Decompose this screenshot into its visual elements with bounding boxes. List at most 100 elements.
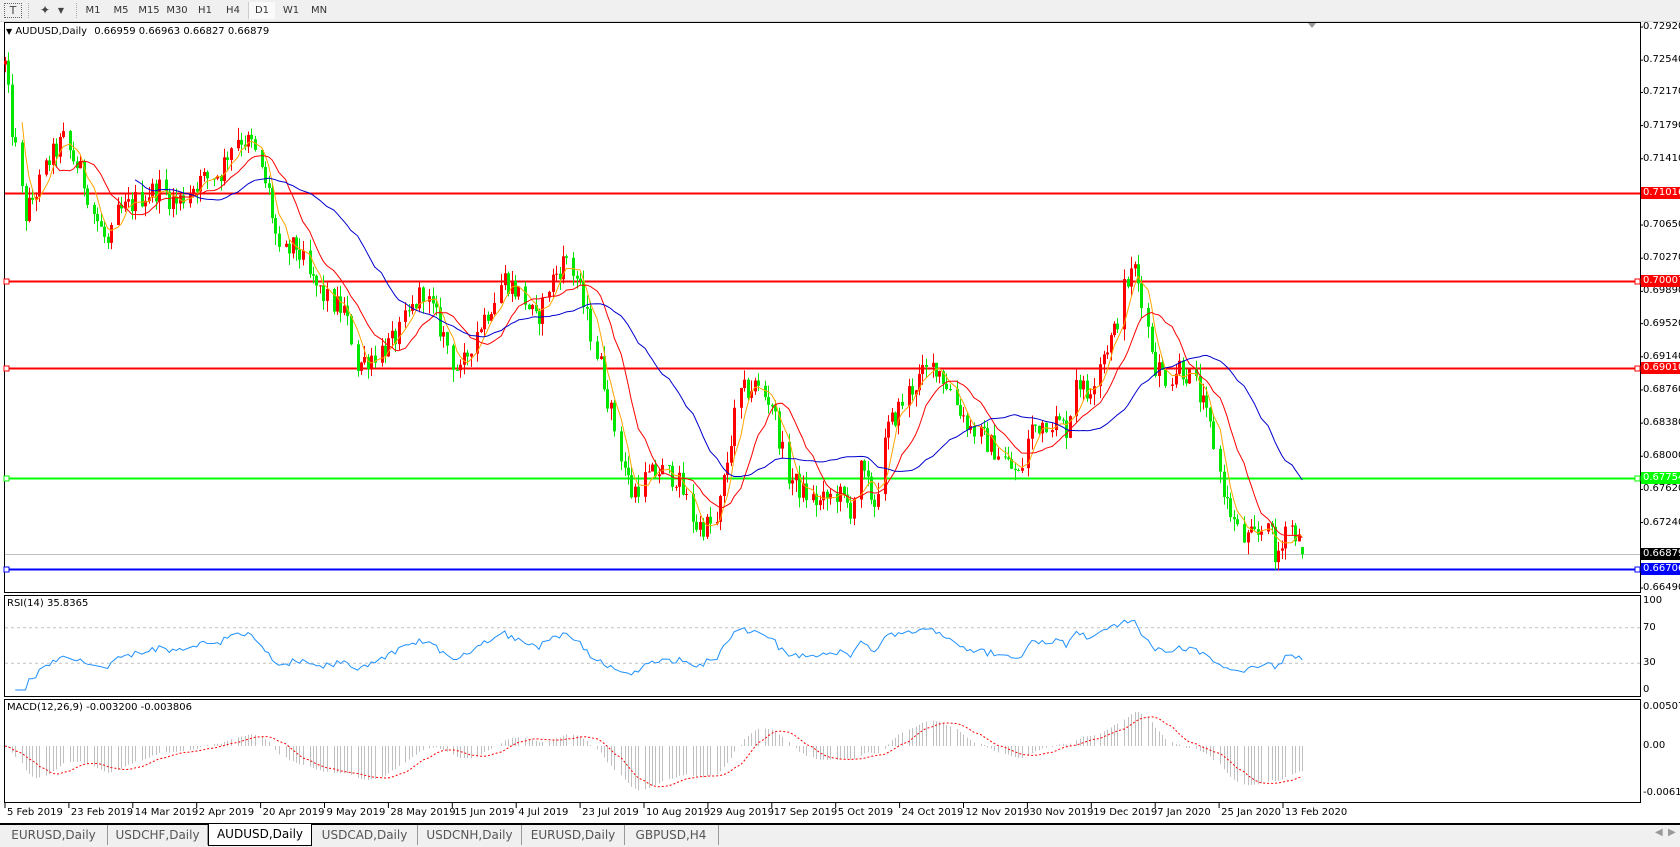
candle-body [1219, 448, 1222, 472]
candle-body [849, 502, 852, 519]
candle-body [442, 332, 445, 337]
date-axis-label: 19 Dec 2019 [1093, 807, 1158, 818]
timeframe-h1[interactable]: H1 [198, 5, 212, 16]
candle-body [1151, 326, 1154, 352]
candle-body [887, 421, 890, 438]
candle-body [1253, 526, 1256, 530]
candle-body [83, 160, 86, 189]
candle-body [983, 426, 986, 429]
candle-body [627, 467, 630, 476]
collapse-triangle-icon[interactable]: ▼ [6, 27, 13, 36]
candle-body [408, 310, 411, 312]
candle-body [1182, 360, 1185, 380]
candle-body [1229, 498, 1232, 518]
timeframe-w1[interactable]: W1 [282, 5, 300, 16]
macd-axis-label: 0.00 [1643, 740, 1666, 751]
candle-body [517, 286, 520, 297]
level-price-tag: 0.71016 [1641, 187, 1680, 200]
date-axis-label: 17 Sep 2019 [773, 807, 838, 818]
candle-body [788, 441, 791, 484]
candle-body [651, 464, 654, 472]
chart-canvas[interactable] [0, 0, 1680, 823]
candle-body [921, 365, 924, 375]
candle-body [942, 371, 945, 384]
tab-usdcad-daily[interactable]: USDCAD,Daily [312, 825, 418, 845]
timeframe-d1[interactable]: D1 [248, 2, 275, 19]
candle-body [244, 144, 247, 147]
moving-average-line [134, 177, 1303, 481]
candle-body [945, 383, 948, 389]
timeframe-h4[interactable]: H4 [226, 5, 240, 16]
candle-body [1257, 529, 1260, 535]
candle-body [600, 356, 603, 359]
timeframe-m15[interactable]: M15 [138, 5, 160, 16]
candle-body [678, 472, 681, 487]
candle-body [822, 491, 825, 501]
candle-body [360, 362, 363, 371]
tab-eurusd-daily[interactable]: EURUSD,Daily [0, 825, 108, 845]
candle-body [1209, 407, 1212, 422]
candle-body [692, 493, 695, 522]
candle-body [381, 345, 384, 363]
candle-body [411, 304, 414, 311]
candle-body [31, 197, 34, 200]
timeframe-mn[interactable]: MN [310, 5, 328, 16]
candle-body [932, 362, 935, 367]
candle-body [1106, 352, 1109, 355]
candle-body [1007, 457, 1010, 460]
date-axis-label: 5 Oct 2019 [837, 807, 894, 818]
candle-body [1062, 419, 1065, 421]
date-axis-label: 30 Nov 2019 [1029, 807, 1094, 818]
candle-body [853, 499, 856, 519]
candle-body [11, 84, 14, 138]
candle-body [14, 137, 17, 143]
rsi-axis-label: 70 [1643, 621, 1656, 633]
candle-body [268, 183, 271, 188]
candle-body [740, 388, 743, 408]
candle-body [733, 407, 736, 446]
candle-body [877, 494, 880, 507]
timeframe-m30[interactable]: M30 [166, 5, 188, 16]
candle-body [1223, 471, 1226, 498]
tab-usdcnh-daily[interactable]: USDCNH,Daily [418, 825, 522, 845]
candle-body [524, 286, 527, 305]
candle-body [1127, 278, 1130, 287]
scroll-right-icon[interactable]: ▶ [1668, 827, 1676, 838]
timeframe-m1[interactable]: M1 [85, 5, 101, 16]
candle-body [528, 304, 531, 310]
text-tool-icon[interactable]: T [4, 3, 22, 18]
candle-body [476, 332, 479, 354]
candle-body [795, 473, 798, 481]
scroll-left-icon[interactable]: ◀ [1655, 827, 1663, 838]
timeframe-m5[interactable]: M5 [113, 5, 129, 16]
candle-body [805, 483, 808, 501]
candle-body [230, 148, 233, 160]
candle-body [247, 134, 250, 147]
date-axis-label: 23 Feb 2019 [70, 807, 134, 818]
candle-body [1140, 283, 1143, 309]
tab-eurusd-daily[interactable]: EURUSD,Daily [522, 825, 625, 845]
date-axis-label: 4 Jul 2019 [518, 807, 569, 818]
candle-body [1055, 416, 1058, 431]
tab-usdchf-daily[interactable]: USDCHF,Daily [108, 825, 208, 845]
tab-audusd-daily[interactable]: AUDUSD,Daily [208, 824, 312, 846]
candle-body [771, 404, 774, 407]
candle-body [1243, 524, 1246, 543]
candle-body [819, 500, 822, 506]
candle-body [394, 330, 397, 345]
rsi-axis-label: 30 [1643, 657, 1656, 669]
candle-body [630, 475, 633, 498]
candle-body [1113, 323, 1116, 336]
candle-body [343, 305, 346, 313]
tab-gbpusd-h4[interactable]: GBPUSD,H4 [624, 825, 719, 845]
candle-body [1205, 395, 1208, 408]
chevron-down-icon[interactable]: ▼ [57, 6, 65, 15]
candle-body [990, 435, 993, 452]
candle-body [867, 470, 870, 477]
cursor-shapes-icon[interactable]: ✦ [39, 3, 51, 17]
candle-body [418, 287, 421, 309]
candle-body [182, 195, 185, 204]
